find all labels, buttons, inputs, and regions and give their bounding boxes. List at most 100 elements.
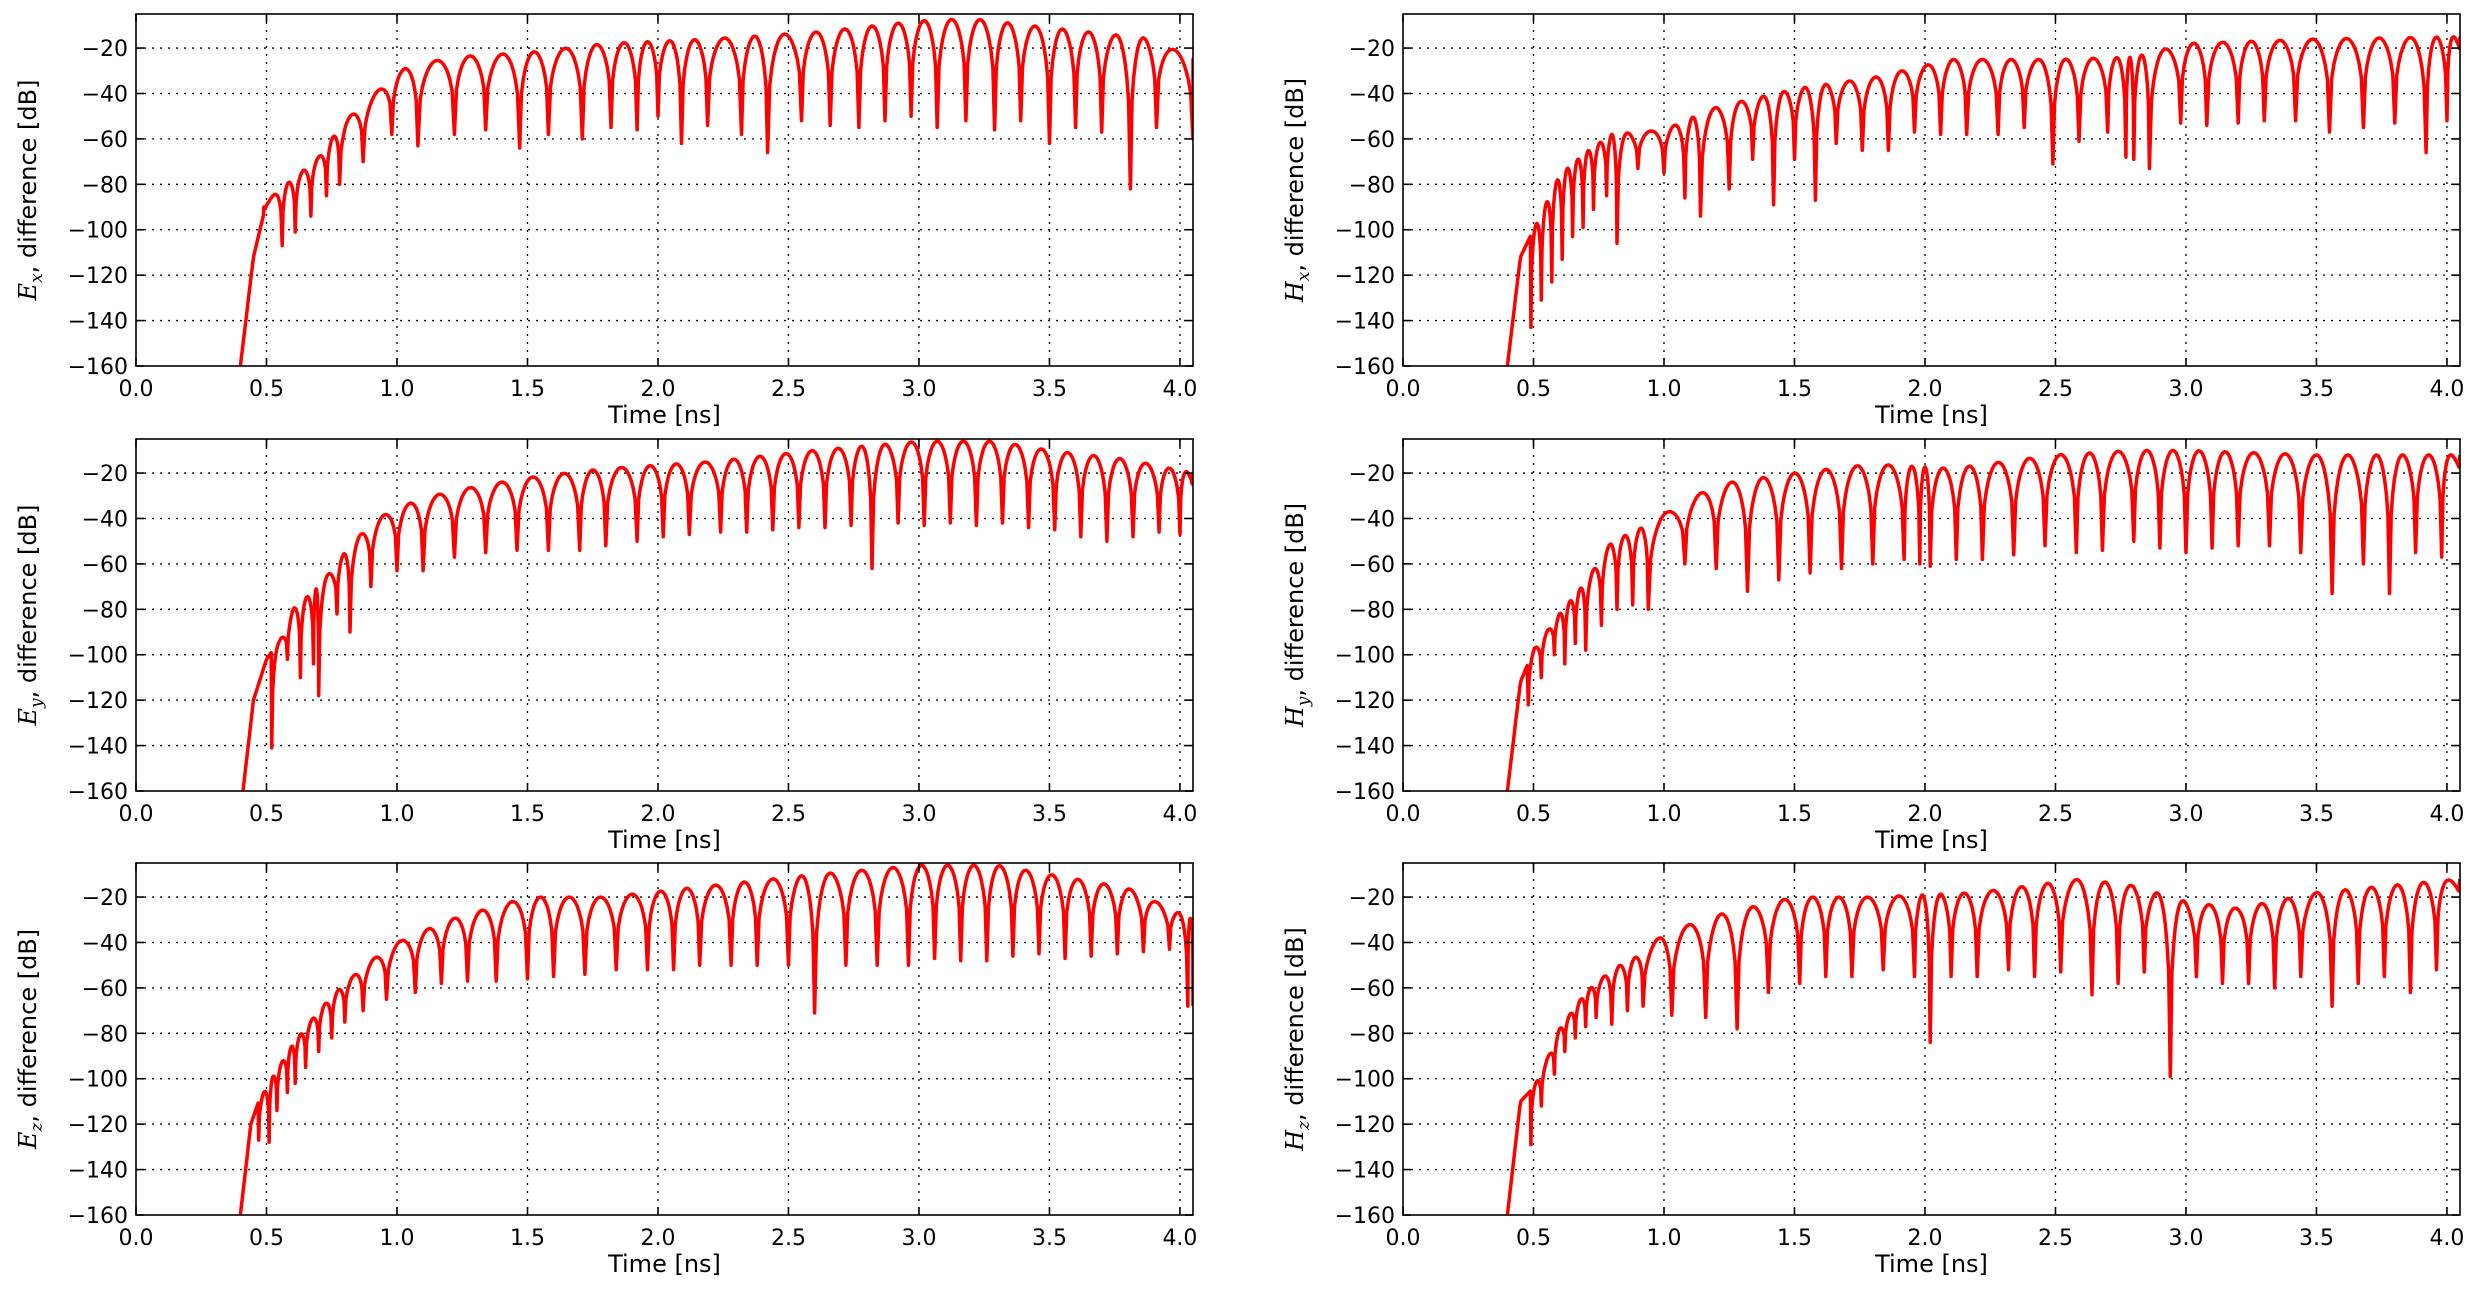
y-tick-label: −140 [1335,310,1395,335]
x-tick-label: 4.0 [1162,1226,1197,1251]
x-axis-label: Time [ns] [607,401,721,429]
x-tick-label: 1.0 [379,802,414,827]
y-tick-label: −40 [82,82,128,107]
x-tick-label: 4.0 [2429,802,2464,827]
plot-frame [1402,13,2461,367]
x-axis-label: Time [ns] [1874,1250,1988,1278]
x-tick-label: 2.0 [1907,802,1942,827]
y-tick-label: −40 [1349,507,1395,532]
y-axis-label-symbol: E [14,707,42,726]
grid [136,863,1193,1215]
y-tick-label: −120 [68,689,128,714]
x-axis-label: Time [ns] [1874,826,1988,854]
y-tick-label: −80 [82,173,128,198]
y-axis-label: Ez, difference [dB] [14,929,47,1150]
x-tick-label: 1.0 [379,1226,414,1251]
y-tick-label: −100 [68,219,128,244]
x-tick-label: 1.5 [510,802,545,827]
plot-frame [135,862,1194,1216]
y-tick-label: −100 [1335,1068,1395,1093]
y-tick-label: −100 [68,1068,128,1093]
y-axis-label-text: , difference [dB] [14,929,42,1123]
x-axis: 0.0 0.5 1.0 1.5 2.0 2.5 3.0 3.5 4.0 Time [ns] [119,863,1197,1278]
x-tick-label: 3.0 [901,802,936,827]
y-tick-label: −80 [82,1022,128,1047]
y-axis-label-text: , difference [dB] [14,80,42,274]
plot-frame [1402,438,2461,792]
y-tick-label: −100 [68,644,128,669]
y-axis-label-symbol: H [1281,705,1309,728]
series-line [238,17,1193,366]
x-tick-label: 2.0 [1907,1226,1942,1251]
x-tick-label: 4.0 [1162,377,1197,402]
y-axis-label-text: , difference [dB] [1281,78,1309,272]
y-tick-label: −60 [1349,553,1395,578]
y-tick-label: −60 [82,977,128,1002]
x-axis: 0.0 0.5 1.0 1.5 2.0 2.5 3.0 3.5 4.0 Time [ns] [1386,863,2464,1278]
x-axis: 0.0 0.5 1.0 1.5 2.0 2.5 3.0 3.5 4.0 Time [ns] [119,14,1197,429]
y-tick-label: −80 [1349,173,1395,198]
x-tick-label: 0.0 [119,1226,154,1251]
y-axis-label: Ey, difference [dB] [14,505,47,727]
y-tick-label: −140 [68,310,128,335]
x-tick-label: 0.5 [249,802,284,827]
y-tick-label: −20 [1349,37,1395,62]
x-tick-label: 1.5 [1777,377,1812,402]
y-tick-label: −140 [68,1159,128,1184]
x-tick-label: 0.0 [119,802,154,827]
y-tick-label: −140 [1335,1159,1395,1184]
x-tick-label: 1.5 [1777,1226,1812,1251]
x-tick-label: 2.0 [640,1226,675,1251]
x-tick-label: 2.5 [771,802,806,827]
x-tick-label: 3.0 [2168,802,2203,827]
y-tick-label: −160 [1335,1204,1395,1229]
y-axis-label-text: , difference [dB] [1281,503,1309,697]
y-tick-label: −100 [1335,644,1395,669]
y-tick-label: −160 [1335,355,1395,380]
x-tick-label: 3.0 [901,377,936,402]
y-axis-label-subscript: x [27,273,47,283]
y-axis-label-symbol: E [14,1131,42,1150]
x-axis-label: Time [ns] [1874,401,1988,429]
x-tick-label: 0.0 [1386,802,1421,827]
y-axis-label-text: , difference [dB] [14,505,42,699]
x-axis: 0.0 0.5 1.0 1.5 2.0 2.5 3.0 3.5 4.0 Time [ns] [1386,14,2464,429]
y-axis-label: Hx, difference [dB] [1281,78,1314,303]
y-tick-label: −140 [68,735,128,760]
y-tick-label: −60 [1349,128,1395,153]
y-tick-label: −120 [1335,1113,1395,1138]
x-tick-label: 0.5 [1516,802,1551,827]
x-tick-label: 0.0 [1386,1226,1421,1251]
x-tick-label: 3.5 [1032,377,1067,402]
grid [136,439,1193,791]
y-axis: −20 −40 −60 −80 −100 −120 −140 −160 Hy, differen… [1281,462,2460,805]
y-axis-label-subscript: x [1294,271,1314,281]
x-axis: 0.0 0.5 1.0 1.5 2.0 2.5 3.0 3.5 4.0 Time [ns] [119,439,1197,854]
y-tick-label: −120 [68,264,128,289]
x-tick-label: 2.5 [771,1226,806,1251]
x-tick-label: 4.0 [2429,1226,2464,1251]
x-tick-label: 0.5 [249,377,284,402]
y-tick-label: −40 [82,507,128,532]
x-tick-label: 2.5 [2038,1226,2073,1251]
y-tick-label: −80 [1349,598,1395,623]
y-tick-label: −160 [68,780,128,805]
plot-frame [135,13,1194,367]
y-tick-label: −100 [1335,219,1395,244]
x-tick-label: 0.5 [249,1226,284,1251]
y-tick-label: −120 [68,1113,128,1138]
y-axis: −20 −40 −60 −80 −100 −120 −140 −160 Hz, differen… [1281,886,2460,1229]
y-tick-label: −20 [1349,462,1395,487]
x-tick-label: 0.5 [1516,1226,1551,1251]
y-axis-label-subscript: y [27,698,47,709]
y-axis-label-subscript: z [1294,1120,1314,1131]
y-tick-label: −40 [1349,82,1395,107]
grid [1403,14,2460,366]
x-tick-label: 3.5 [2299,802,2334,827]
x-axis-label: Time [ns] [607,1250,721,1278]
